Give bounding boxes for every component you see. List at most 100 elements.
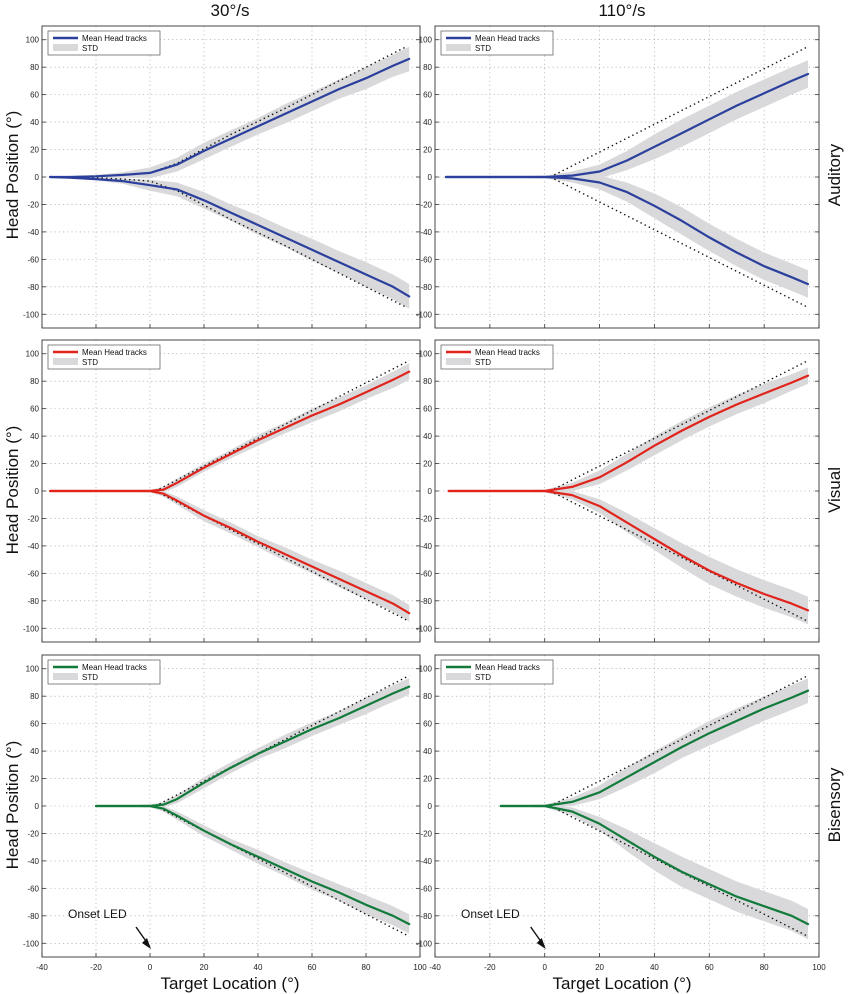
y-axis-label-bisensory: Head Position (°) <box>3 741 22 870</box>
panel: -100 -80 -60 -40 -20 0 20 40 60 80 100 Mean Head tr… <box>416 25 820 329</box>
column-title-left: 30°/s <box>211 1 250 20</box>
y-axis-label-auditory: Head Position (°) <box>3 111 22 240</box>
reference-line <box>155 805 410 938</box>
legend-mean-label: Mean Head tracks <box>82 34 147 43</box>
x-tick-label: 100 <box>812 963 826 972</box>
reference-line <box>155 674 410 807</box>
x-tick-label: 100 <box>413 963 427 972</box>
y-tick-label: -20 <box>27 829 39 838</box>
y-tick-label: 40 <box>30 118 39 127</box>
legend-std-swatch <box>446 44 471 51</box>
std-band <box>448 367 808 493</box>
y-tick-label: 20 <box>30 460 39 469</box>
std-band <box>500 804 808 940</box>
std-band <box>96 804 410 934</box>
x-tick-label: 0 <box>148 963 153 972</box>
std-band <box>50 489 410 622</box>
y-tick-label: 20 <box>423 460 432 469</box>
legend-mean-label: Mean Head tracks <box>475 348 540 357</box>
x-tick-label: -20 <box>484 963 496 972</box>
y-tick-label: 40 <box>30 432 39 441</box>
legend-mean-label: Mean Head tracks <box>475 663 540 672</box>
y-tick-label: 20 <box>423 146 432 155</box>
y-tick-label: 80 <box>30 63 39 72</box>
y-tick-label: 0 <box>35 802 40 811</box>
y-tick-label: -20 <box>420 200 432 209</box>
y-tick-label: 40 <box>423 118 432 127</box>
legend-std-swatch <box>446 673 471 680</box>
legend-std-label: STD <box>475 44 491 53</box>
y-tick-label: -100 <box>23 310 40 319</box>
y-tick-label: 80 <box>423 692 432 701</box>
y-tick-label: 0 <box>428 487 433 496</box>
y-tick-label: -100 <box>416 310 433 319</box>
x-tick-label: 40 <box>650 963 659 972</box>
x-tick-label: 80 <box>362 963 371 972</box>
row-label-auditory: Auditory <box>825 143 844 206</box>
onset-led-annotation: Onset LED <box>461 907 520 921</box>
y-tick-label: -80 <box>27 597 39 606</box>
mean-head-track-line <box>48 57 411 179</box>
std-band <box>446 60 808 180</box>
y-tick-label: 40 <box>423 747 432 756</box>
onset-led-annotation: Onset LED <box>68 907 127 921</box>
x-tick-label: -20 <box>90 963 102 972</box>
mean-head-track-line <box>447 489 810 612</box>
y-tick-label: 40 <box>30 747 39 756</box>
y-tick-label: -40 <box>27 228 39 237</box>
y-tick-label: 100 <box>26 36 40 45</box>
std-band <box>50 176 410 309</box>
y-tick-label: -40 <box>27 857 39 866</box>
y-tick-label: 100 <box>419 36 433 45</box>
y-tick-label: -60 <box>27 569 39 578</box>
mean-head-track-line <box>444 175 810 286</box>
reference-line <box>549 45 809 178</box>
y-tick-label: 20 <box>30 775 39 784</box>
y-tick-label: 80 <box>423 377 432 386</box>
y-tick-label: -40 <box>420 542 432 551</box>
y-tick-label: -100 <box>23 624 40 633</box>
x-tick-label: -40 <box>36 963 48 972</box>
x-tick-label: 60 <box>308 963 317 972</box>
y-tick-label: 100 <box>419 350 433 359</box>
reference-line <box>155 490 410 623</box>
onset-led-arrow-head <box>536 938 546 949</box>
y-tick-label: 80 <box>30 377 39 386</box>
y-tick-label: -20 <box>420 829 432 838</box>
y-tick-label: 0 <box>35 173 40 182</box>
legend-std-swatch <box>53 44 78 51</box>
x-tick-label: 20 <box>200 963 209 972</box>
y-tick-label: 60 <box>30 405 39 414</box>
y-tick-label: -80 <box>420 912 432 921</box>
y-tick-label: -80 <box>27 912 39 921</box>
legend-std-label: STD <box>475 358 491 367</box>
legend-std-label: STD <box>82 358 98 367</box>
x-tick-label: -40 <box>429 963 441 972</box>
y-tick-label: -60 <box>420 255 432 264</box>
y-tick-label: 0 <box>428 802 433 811</box>
onset-led-arrow-head <box>142 938 151 949</box>
y-axis-label-visual: Head Position (°) <box>3 426 22 555</box>
x-tick-label: 0 <box>542 963 547 972</box>
panel: -100 -80 -60 -40 -20 0 20 40 60 80 100 Mean Head tr… <box>23 25 421 329</box>
y-tick-label: 100 <box>26 350 40 359</box>
column-title-right: 110°/s <box>598 1 645 20</box>
y-tick-label: 100 <box>419 665 433 674</box>
mean-head-track-line <box>48 489 411 615</box>
std-band <box>50 363 410 493</box>
y-tick-label: -80 <box>420 597 432 606</box>
x-axis-label-left: Target Location (°) <box>160 974 299 993</box>
legend-std-label: STD <box>82 44 98 53</box>
y-tick-label: 60 <box>423 405 432 414</box>
y-tick-label: -20 <box>27 200 39 209</box>
y-tick-label: 60 <box>423 720 432 729</box>
y-tick-label: -60 <box>420 884 432 893</box>
legend-mean-label: Mean Head tracks <box>475 34 540 43</box>
std-band <box>50 46 410 179</box>
legend-mean-label: Mean Head tracks <box>82 663 147 672</box>
y-tick-label: -40 <box>420 857 432 866</box>
